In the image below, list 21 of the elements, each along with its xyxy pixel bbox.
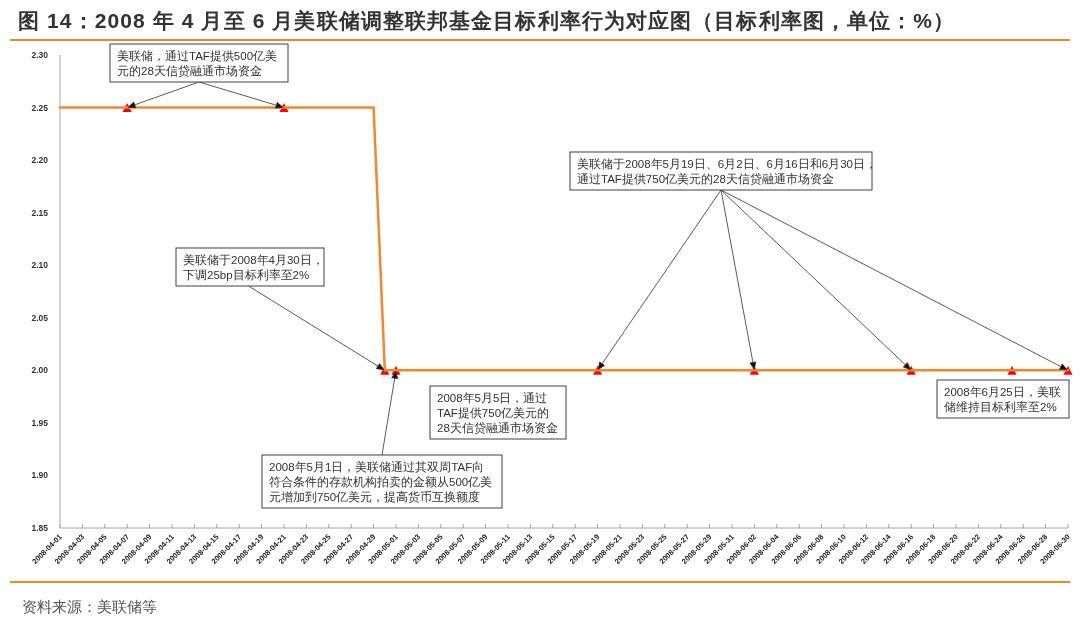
annotation: 美联储于2008年4月30日，下调25bp目标利率至2% — [183, 252, 324, 281]
annotation: 2008年6月25日，美联储维持目标利率至2% — [936, 379, 1070, 419]
y-tick-label: 2.10 — [31, 260, 48, 271]
y-tick-label: 1.95 — [31, 417, 48, 428]
y-tick-label: 1.85 — [31, 523, 48, 533]
annotation: 2008年5月5日，通过TAF提供750亿美元的28天信贷融通市场资金 — [429, 385, 567, 440]
y-tick-label: 2.25 — [31, 102, 48, 113]
y-tick-label: 2.30 — [31, 50, 48, 60]
y-tick-label: 2.20 — [31, 155, 48, 166]
annotation: 美联储，通过TAF提供500亿美元的28天信贷融通市场资金 — [117, 48, 278, 78]
y-tick-label: 2.15 — [31, 207, 48, 218]
annotation: 2008年5月5日，通过TAF提供750亿美元的28天信贷融通市场资金 — [437, 391, 558, 435]
y-tick-label: 2.00 — [31, 365, 48, 376]
annotation: 2008年5月1日，美联储通过其双周TAF向符合条件的存款机构拍卖的金额从500亿美元增加到750亿美元，提高货币互换额度 — [269, 459, 493, 504]
title: 图 14：2008 年 4 月至 6 月美联储调整联邦基金目标利率行为对应图（目标利率图，单位：%） — [18, 9, 956, 32]
annotation: 美联储于2008年5月19日、6月2日、6月16日和6月30日，通过TAF提供750亿美元的28天信贷融通市场资金 — [577, 156, 877, 186]
y-tick-label: 2.05 — [31, 312, 48, 323]
annotation: 2008年6月25日，美联储维持目标利率至2% — [944, 384, 1061, 413]
y-tick-label: 1.90 — [31, 470, 48, 481]
annotation: 资料来源：美联储等 — [22, 598, 157, 615]
annotation: 美联储于2008年4月30日，下调25bp目标利率至2% — [175, 247, 385, 371]
